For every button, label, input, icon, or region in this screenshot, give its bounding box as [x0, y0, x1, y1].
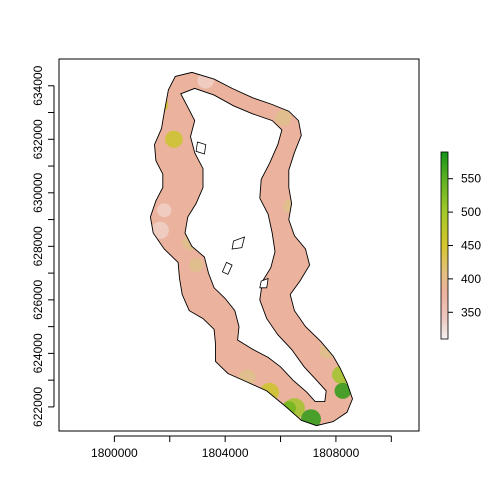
raster-base-fill	[150, 72, 353, 426]
lake-3	[221, 261, 233, 275]
y-axis: 622000 624000 626000 628000 630000 632000 6340…	[31, 65, 55, 427]
lake-1	[195, 141, 207, 155]
y-tick-label: 634000	[31, 65, 45, 105]
raster-patch-yellow	[165, 130, 183, 148]
raster-patch-pale	[151, 221, 169, 239]
raster-patch-tan	[275, 109, 292, 126]
raster-patch-green_mid	[281, 401, 297, 416]
legend-tick-label: 500	[461, 205, 481, 219]
y-tick-label: 624000	[31, 333, 45, 373]
raster-patch-tan	[198, 322, 213, 336]
raster-patch-green_light	[332, 365, 351, 384]
legend-tick-label: 450	[461, 239, 481, 253]
raster-patch-pale	[157, 203, 172, 218]
y-tick-label: 630000	[31, 172, 45, 212]
x-tick-label: 1800000	[91, 446, 138, 460]
legend-tick-label: 550	[461, 172, 481, 186]
lake-2	[231, 236, 246, 250]
raster-patch-tan	[188, 258, 204, 273]
y-tick-label: 628000	[31, 226, 45, 266]
elevation-raster	[149, 71, 353, 427]
raster-patch-tan	[182, 234, 199, 251]
y-tick-label: 632000	[31, 119, 45, 159]
coastline-outline	[149, 71, 353, 427]
lake-4	[259, 277, 269, 289]
legend-color-bar	[440, 151, 449, 340]
legend-tick-label: 350	[461, 305, 481, 319]
elevation-legend: 350 400 450 500 550	[440, 151, 481, 340]
y-tick-label: 626000	[31, 280, 45, 320]
legend-tick-label: 400	[461, 272, 481, 286]
x-tick-label: 1804000	[202, 446, 249, 460]
legend-ticks: 350 400 450 500 550	[448, 172, 481, 319]
raster-patch-green_dark	[334, 382, 352, 399]
inner-lakes	[195, 141, 269, 289]
x-axis: 1800000 1804000 1808000	[91, 435, 392, 460]
y-tick-label: 622000	[31, 387, 45, 427]
plot-frame	[58, 58, 420, 432]
x-tick-label: 1808000	[313, 446, 360, 460]
raster-patch-tan	[239, 369, 256, 386]
